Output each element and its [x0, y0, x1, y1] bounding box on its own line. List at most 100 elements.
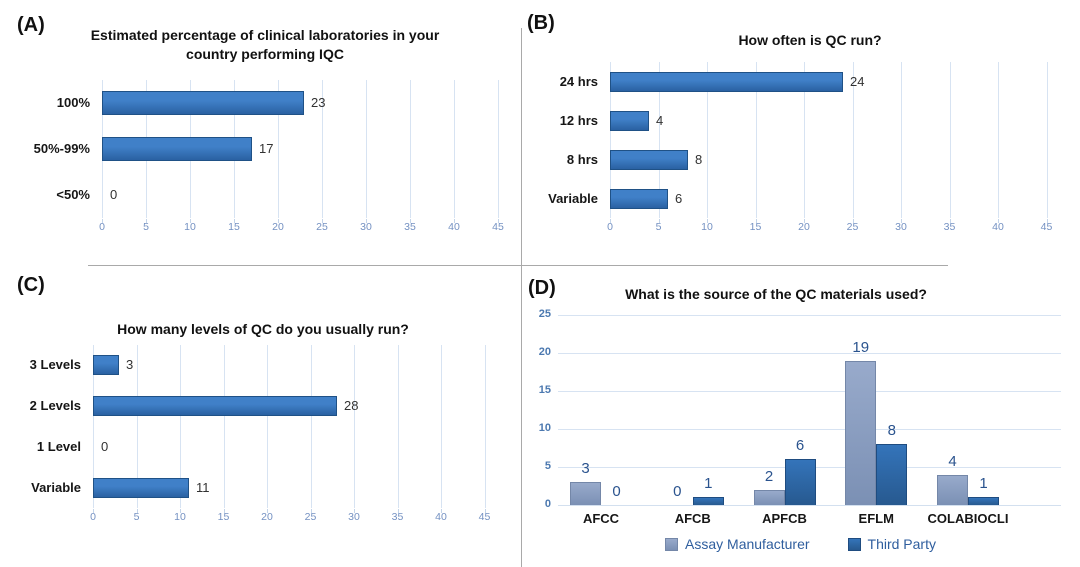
x-axis-tickmark: [852, 219, 854, 223]
x-axis-tickmark: [102, 219, 103, 223]
panel-a-title: Estimated percentage of clinical laborat…: [90, 27, 440, 62]
x-axis-tick-label: 5: [655, 221, 662, 233]
x-axis-tickmark: [1046, 219, 1048, 223]
legend-item: Assay Manufacturer: [665, 536, 810, 552]
x-gridline: [852, 62, 854, 218]
category-label: 2 Levels: [29, 398, 81, 414]
x-axis-tick-label: 5: [133, 511, 140, 523]
x-gridline: [484, 345, 486, 508]
value-label: 3: [126, 357, 134, 373]
x-axis-tick-label: 25: [846, 221, 859, 233]
value-label: 23: [311, 95, 326, 110]
value-label: 6: [675, 190, 683, 206]
x-axis-tick-label: 45: [478, 511, 491, 523]
panel-d-title: What is the source of the QC materials u…: [625, 286, 927, 302]
data-bar: [93, 355, 119, 376]
value-label: 8: [887, 422, 896, 439]
x-gridline: [397, 345, 399, 508]
x-gridline: [93, 345, 94, 508]
data-bar: [753, 490, 785, 505]
x-axis-tick-label: 20: [798, 221, 810, 233]
panel-c-title: How many levels of QC do you usually run…: [117, 321, 409, 337]
x-gridline: [804, 62, 805, 218]
x-axis-tickmark: [901, 219, 902, 223]
x-axis-tickmark: [949, 219, 951, 223]
data-bar: [845, 361, 877, 505]
x-gridline: [755, 62, 757, 218]
category-label: 8 hrs: [566, 151, 598, 167]
panel-a-iqc-percentage-chart: (A) Estimated percentage of clinical lab…: [0, 0, 521, 265]
x-axis-tickmark: [410, 219, 411, 223]
value-label: 0: [110, 187, 118, 202]
x-axis-tick-label: 5: [143, 221, 149, 233]
data-bar: [570, 482, 601, 505]
x-gridline: [610, 62, 611, 218]
x-axis-tickmark: [223, 509, 225, 513]
panel-d-letter: (D): [528, 277, 556, 299]
value-label: 17: [259, 141, 274, 156]
x-axis-tickmark: [93, 509, 94, 513]
x-category-label: EFLM: [858, 511, 894, 526]
category-label: 100%: [56, 95, 90, 110]
x-axis-tickmark: [366, 219, 367, 223]
x-axis-tick-label: 15: [217, 511, 230, 523]
x-axis-tick-label: 40: [435, 511, 447, 523]
x-gridline: [223, 345, 225, 508]
x-category-label: AFCC: [582, 511, 620, 526]
x-axis-tickmark: [310, 509, 312, 513]
x-axis-tick-label: 40: [992, 221, 1004, 233]
x-category-label: COLABIOCLI: [927, 511, 1009, 526]
value-label: 1: [979, 475, 988, 492]
x-gridline: [310, 345, 312, 508]
x-axis-tickmark: [234, 219, 235, 223]
value-label: 6: [795, 437, 805, 454]
x-axis-tickmark: [707, 219, 708, 223]
value-label: 0: [101, 438, 109, 454]
x-axis-tick-label: 0: [90, 511, 96, 523]
panel-b-letter: (B): [527, 12, 555, 34]
x-gridline: [658, 62, 660, 218]
x-axis-tick-label: 10: [174, 511, 186, 523]
x-gridline: [180, 345, 181, 508]
data-bar: [968, 497, 999, 505]
x-axis-tick-label: 15: [749, 221, 762, 233]
x-axis-tickmark: [804, 219, 805, 223]
x-gridline: [949, 62, 951, 218]
x-axis-tickmark: [998, 219, 999, 223]
x-axis-tick-label: 30: [348, 511, 360, 523]
y-gridline: [558, 505, 1061, 506]
panel-b-qc-frequency-chart: (B) How often is QC run? 0 5 10 15 20 25 30 35 4…: [521, 0, 1080, 265]
x-axis-tickmark: [180, 509, 181, 513]
assay-manufacturer-swatch-icon: [665, 537, 679, 551]
value-label: 28: [344, 398, 359, 414]
category-label: Variable: [548, 190, 598, 206]
chart-legend: Assay Manufacturer Third Party: [521, 536, 1080, 552]
x-axis-tick-label: 35: [943, 221, 956, 233]
x-axis-tick-label: 10: [701, 221, 713, 233]
panel-c-qc-levels-chart: (C) How many levels of QC do you usually…: [0, 265, 521, 567]
y-axis-tick-label: 10: [538, 422, 551, 434]
x-axis-tickmark: [146, 219, 147, 223]
category-label: 12 hrs: [559, 112, 598, 128]
y-axis-tick-label: 20: [538, 346, 551, 358]
x-axis-tick-label: 0: [607, 221, 613, 233]
data-bar: [102, 137, 252, 161]
x-axis-tickmark: [354, 509, 355, 513]
panel-b-title: How often is QC run?: [738, 32, 882, 48]
value-label: 3: [581, 460, 590, 477]
data-bar: [937, 475, 968, 505]
x-category-label: AFCB: [674, 511, 711, 526]
value-label: 19: [852, 339, 870, 356]
x-gridline: [366, 80, 367, 218]
x-gridline: [707, 62, 708, 218]
x-axis-tickmark: [498, 219, 499, 223]
category-label: <50%: [56, 187, 90, 202]
value-label: 0: [612, 483, 621, 500]
x-gridline: [410, 80, 411, 218]
value-label: 4: [948, 453, 957, 470]
data-bar: [102, 91, 304, 115]
x-axis-tick-label: 30: [360, 221, 372, 233]
value-label: 8: [695, 151, 703, 167]
x-axis-tickmark: [484, 509, 486, 513]
third-party-swatch-icon: [847, 537, 861, 551]
